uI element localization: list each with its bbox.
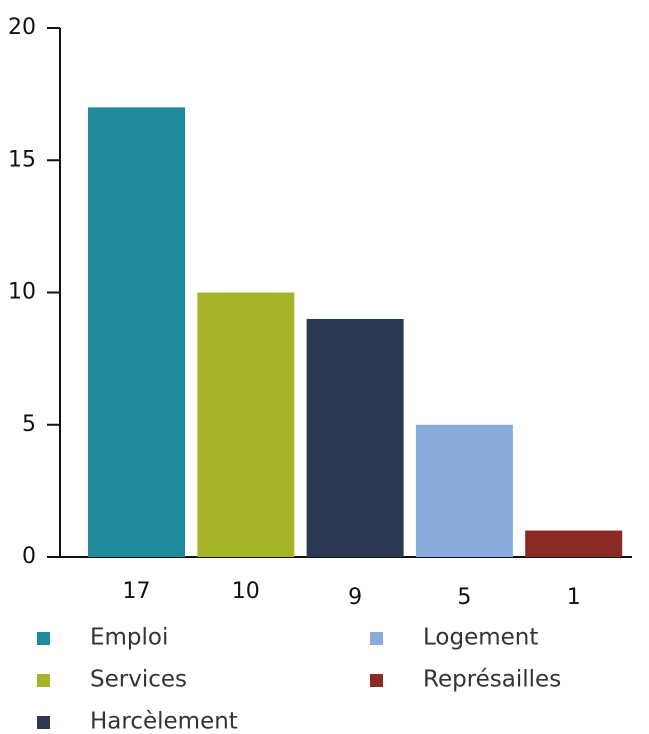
legend-label: Services (90, 667, 187, 693)
value-label: 9 (348, 585, 362, 610)
legend-label: Représailles (423, 667, 561, 693)
bar (88, 107, 185, 557)
bar (306, 318, 404, 557)
y-tick-label: 10 (8, 280, 36, 305)
bar (415, 424, 513, 557)
y-tick-label: 5 (22, 412, 36, 437)
legend-swatch (370, 674, 383, 687)
bar (197, 292, 295, 557)
legend-swatch (370, 632, 383, 645)
value-label: 17 (123, 579, 151, 604)
legend-label: Logement (423, 625, 538, 651)
legend-label: Emploi (90, 625, 168, 651)
legend-swatch (37, 674, 50, 687)
y-tick-label: 15 (8, 147, 36, 172)
y-tick-label: 20 (8, 15, 36, 40)
bar (525, 530, 623, 557)
value-label: 1 (567, 585, 581, 610)
value-label: 10 (232, 579, 260, 604)
y-tick-label: 0 (22, 544, 36, 569)
legend-swatch (37, 632, 50, 645)
legend-label: Harcèlement (90, 709, 238, 734)
legend-swatch (37, 716, 50, 729)
value-label: 5 (457, 585, 471, 610)
